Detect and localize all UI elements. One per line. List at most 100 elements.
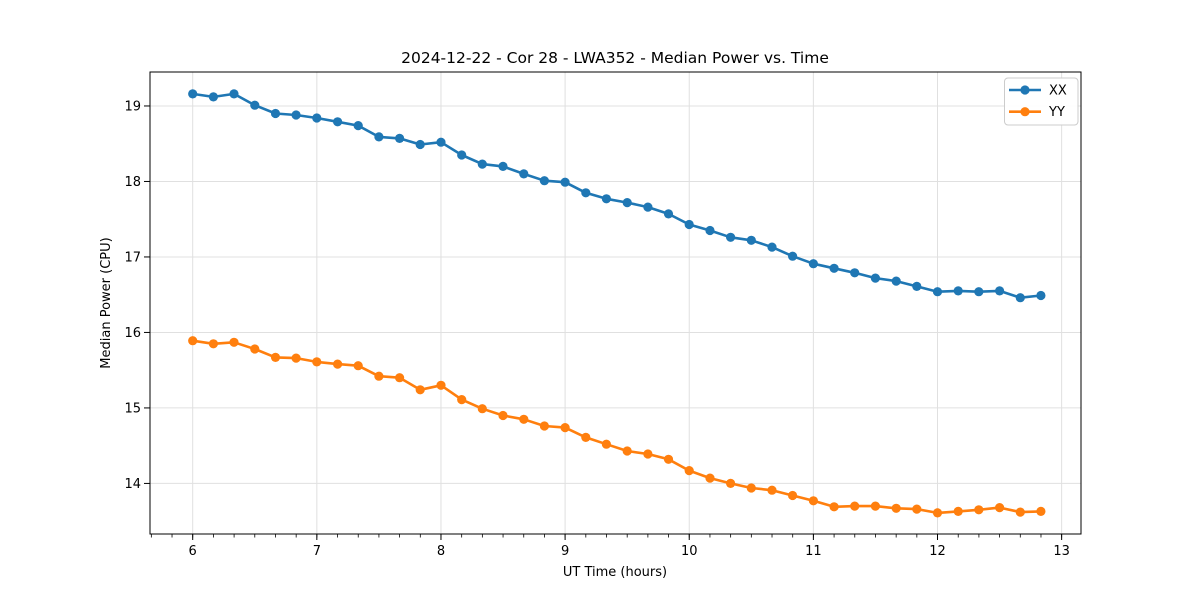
series-yy-marker (684, 466, 694, 476)
x-axis-label: UT Time (hours) (563, 565, 667, 580)
series-yy-marker (560, 423, 570, 433)
series-xx-marker (229, 89, 239, 99)
series-yy-marker (788, 490, 798, 501)
series-xx-marker (601, 194, 612, 204)
series-yy-marker (333, 359, 343, 369)
series-yy-marker (270, 352, 281, 362)
series-xx-marker (519, 169, 529, 179)
series-yy-marker (229, 337, 239, 347)
series-yy-marker (663, 454, 674, 464)
series-xx-marker (767, 242, 777, 252)
series-xx-marker (684, 219, 694, 230)
series-xx-marker (374, 132, 384, 142)
series-yy-marker (995, 503, 1005, 513)
data-series (188, 89, 1046, 518)
series-xx-marker (498, 161, 508, 171)
y-tick-label: 15 (124, 401, 141, 416)
series-yy-marker (291, 353, 301, 363)
series-xx-marker (643, 202, 653, 212)
legend-swatch-marker-yy (1020, 107, 1030, 117)
x-tick-label: 12 (929, 544, 946, 559)
series-yy-marker (519, 414, 529, 424)
series-yy-marker (643, 449, 653, 459)
series-yy (188, 336, 1046, 518)
series-xx-marker (1015, 293, 1025, 303)
series-xx (188, 89, 1046, 303)
x-tick-label: 13 (1053, 544, 1070, 559)
y-tick-label: 17 (124, 250, 141, 265)
y-tick-label: 16 (124, 326, 141, 341)
series-yy-marker (1036, 506, 1046, 516)
series-xx-marker (726, 232, 736, 242)
gridlines (150, 72, 1081, 534)
series-xx-marker (395, 133, 405, 143)
tick-labels: 6 7 8 9 10 11 12 13 14 15 16 17 18 19 (124, 99, 1069, 559)
series-xx-marker (1036, 290, 1046, 301)
series-xx-marker (746, 235, 756, 245)
y-tick-label: 19 (124, 99, 141, 114)
series-xx-marker (850, 268, 860, 278)
series-yy-marker (974, 505, 984, 515)
axis-ticks (144, 105, 1063, 540)
y-tick-label: 14 (124, 477, 141, 492)
series-yy-marker (436, 380, 446, 390)
series-yy-marker (457, 395, 467, 405)
series-yy-marker (953, 506, 963, 516)
series-yy-marker (870, 501, 881, 511)
legend-label-yy: YY (1048, 105, 1065, 120)
series-yy-marker (912, 504, 922, 514)
series-xx-marker (912, 281, 922, 291)
series-yy-marker (622, 446, 632, 456)
series-yy-marker (767, 485, 777, 495)
x-tick-label: 8 (437, 544, 445, 559)
series-xx-marker (208, 92, 218, 102)
series-xx-marker (270, 108, 281, 119)
series-xx-marker (560, 177, 570, 187)
series-yy-marker (353, 361, 363, 371)
series-yy-marker (498, 410, 508, 421)
series-xx-marker (788, 251, 798, 261)
series-yy-marker (477, 404, 487, 414)
y-axis-label: Median Power (CPU) (99, 237, 114, 368)
legend-box (1004, 77, 1079, 126)
x-tick-label: 7 (313, 544, 321, 559)
series-xx-marker (436, 137, 446, 147)
plot-border (149, 71, 1082, 535)
series-xx-marker (932, 287, 943, 297)
series-yy-marker (601, 439, 612, 449)
series-yy-marker (705, 473, 715, 483)
series-yy-marker (726, 478, 736, 488)
legend-label-xx: XX (1049, 84, 1067, 99)
series-yy-marker (208, 339, 218, 349)
series-xx-marker (829, 263, 839, 273)
series-xx-marker (353, 121, 363, 131)
series-xx-marker (663, 209, 674, 219)
series-yy-marker (539, 421, 550, 431)
legend-swatch-marker-xx (1020, 85, 1030, 95)
series-yy-marker (829, 502, 839, 512)
series-xx-marker (808, 259, 819, 269)
x-tick-label: 11 (805, 544, 822, 559)
series-xx-marker (891, 276, 901, 286)
series-xx-marker (974, 287, 984, 297)
series-xx-marker (995, 286, 1005, 296)
series-yy-marker (581, 432, 591, 442)
series-yy-marker (374, 371, 384, 381)
series-xx-marker (539, 176, 550, 186)
series-yy-marker (250, 344, 260, 354)
series-xx-marker (291, 110, 301, 120)
x-tick-label: 10 (681, 544, 698, 559)
series-xx-marker (457, 150, 467, 160)
series-xx-marker (477, 159, 487, 169)
series-yy-marker (415, 385, 425, 395)
series-yy-marker (891, 503, 901, 513)
series-yy-marker (395, 373, 405, 383)
series-xx-marker (870, 273, 881, 283)
x-tick-label: 9 (561, 544, 569, 559)
series-yy-marker (1015, 507, 1025, 517)
y-tick-label: 18 (124, 175, 141, 190)
series-yy-marker (312, 357, 322, 367)
